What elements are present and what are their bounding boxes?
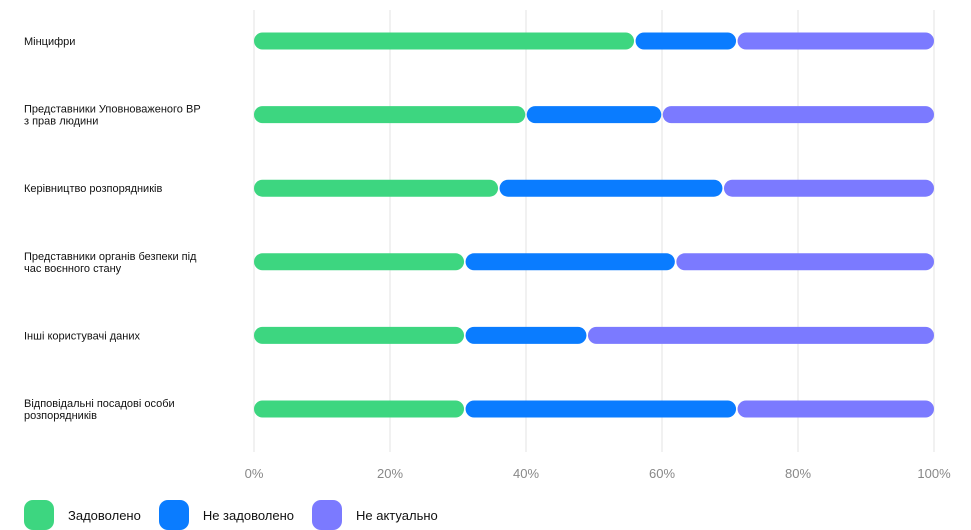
- bar-segment: [254, 400, 465, 418]
- category-label: Представники Уповноваженого ВР з прав люд…: [24, 104, 201, 128]
- bar-segment: [499, 179, 723, 197]
- legend: Задоволено Не задоволено Не актуально: [24, 500, 456, 530]
- legend-item-satisfied: Задоволено: [24, 500, 141, 530]
- bar-segment: [254, 106, 526, 124]
- legend-label: Задоволено: [68, 507, 141, 523]
- x-tick-label: 40%: [513, 466, 539, 481]
- legend-swatch: [158, 500, 189, 530]
- category-label: Представники органів безпеки під час воєн…: [24, 251, 197, 275]
- legend-swatch: [24, 500, 54, 530]
- x-axis-ticks: 0% 20% 40% 60% 80% 100%: [245, 466, 951, 481]
- category-label: Відповідальні посадові особи розпорядникі…: [24, 398, 175, 422]
- bar-segment: [465, 400, 737, 418]
- category-label: Інші користувачі даних: [24, 330, 141, 342]
- bar-segment: [635, 32, 737, 50]
- bar-segment: [254, 326, 465, 344]
- bar-segment: [465, 253, 675, 271]
- grid-lines: [253, 10, 935, 452]
- legend-item-not-satisfied: Не задоволено: [158, 500, 294, 530]
- bar-segment: [254, 253, 465, 271]
- bar-segment: [465, 326, 587, 344]
- bar-segment: [526, 106, 662, 124]
- bar-segment: [737, 32, 934, 50]
- stacked-bar-chart: Мінцифри Представники Уповноваженого ВР з …: [24, 10, 951, 481]
- bar-segment: [254, 32, 635, 50]
- legend-label: Не задоволено: [202, 507, 294, 523]
- bars: [254, 32, 934, 418]
- bar-segment: [587, 326, 934, 344]
- bar-segment: [737, 400, 934, 418]
- x-tick-label: 20%: [377, 466, 403, 481]
- x-tick-label: 80%: [785, 466, 811, 481]
- legend-label: Не актуально: [356, 507, 438, 523]
- category-label: Керівництво розпорядників: [24, 183, 162, 195]
- x-tick-label: 60%: [649, 466, 675, 481]
- bar-segment: [254, 179, 499, 197]
- bar-segment: [723, 179, 934, 197]
- legend-item-not-relevant: Не актуально: [312, 500, 438, 530]
- legend-swatch: [312, 500, 342, 530]
- bar-segment: [676, 253, 934, 271]
- x-tick-label: 0%: [245, 466, 264, 481]
- bar-segment: [662, 106, 934, 124]
- category-label: Мінцифри: [24, 36, 75, 48]
- category-labels: Мінцифри Представники Уповноваженого ВР з …: [24, 36, 201, 422]
- x-tick-label: 100%: [917, 466, 951, 481]
